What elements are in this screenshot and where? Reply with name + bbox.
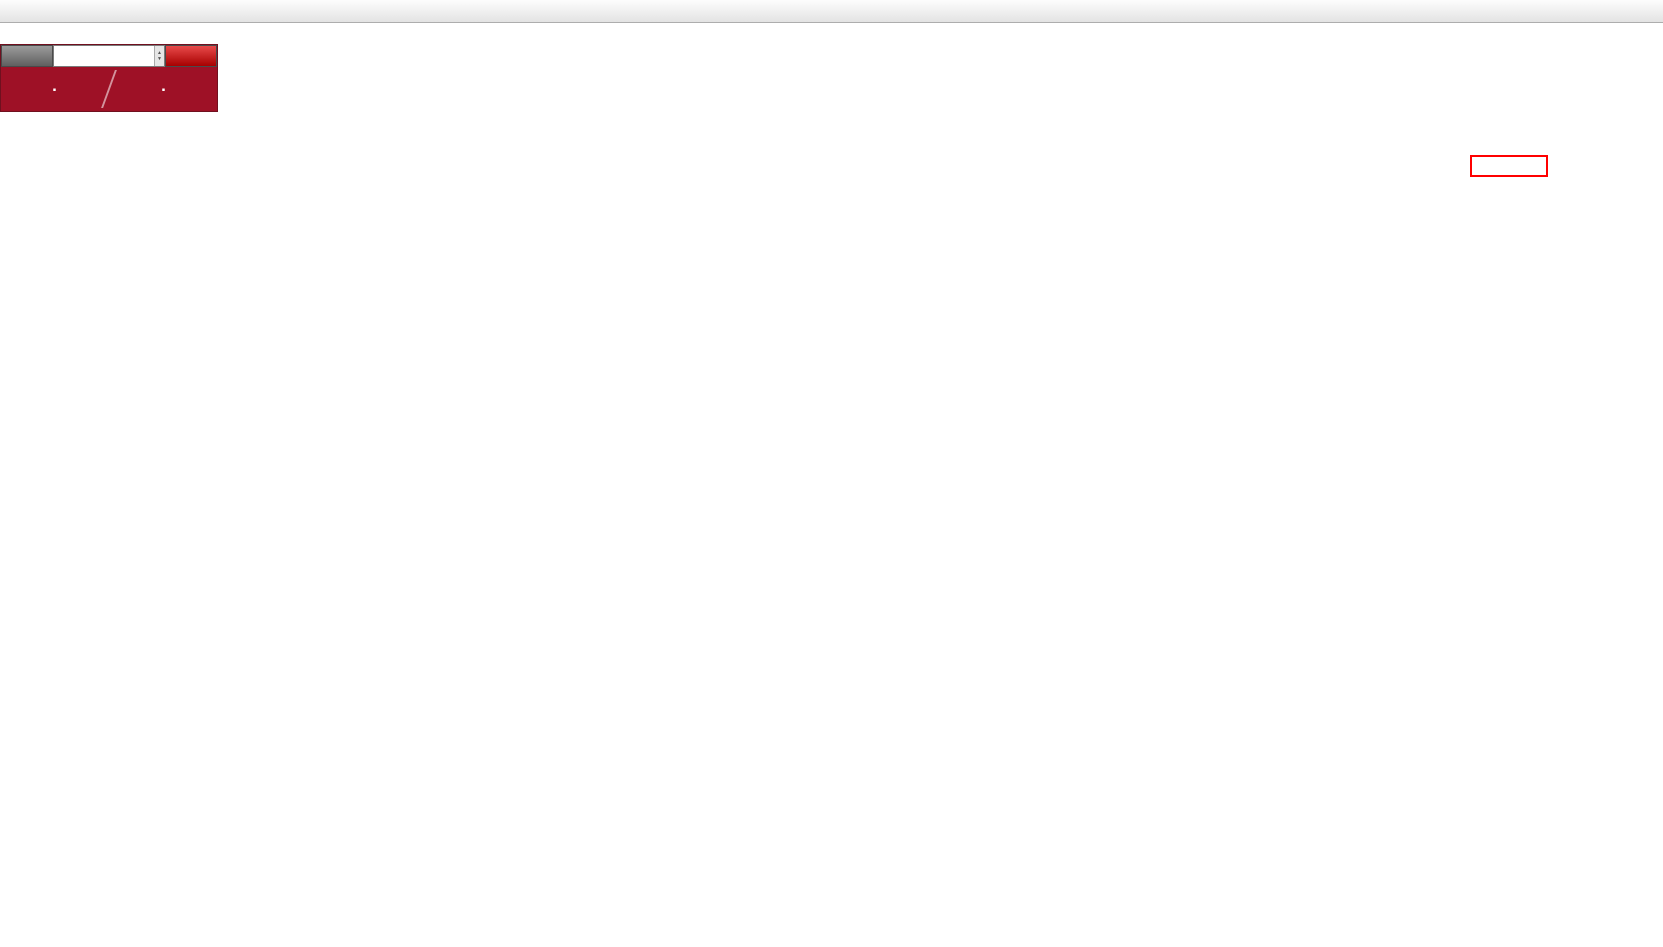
volume-up-icon[interactable]: ▲ — [157, 50, 162, 56]
sell-price[interactable]: . — [52, 76, 57, 95]
price-callout-box[interactable] — [1470, 155, 1548, 177]
volume-field[interactable]: ▲ ▼ — [53, 45, 165, 67]
buy-button[interactable] — [165, 45, 217, 67]
volume-down-icon[interactable]: ▼ — [157, 56, 162, 62]
buy-price[interactable]: . — [161, 76, 166, 95]
toolbar — [0, 0, 1663, 23]
volume-spinner[interactable]: ▲ ▼ — [154, 46, 164, 66]
one-click-trading-panel: ▲ ▼ . . — [1, 45, 217, 111]
sell-button[interactable] — [1, 45, 53, 67]
